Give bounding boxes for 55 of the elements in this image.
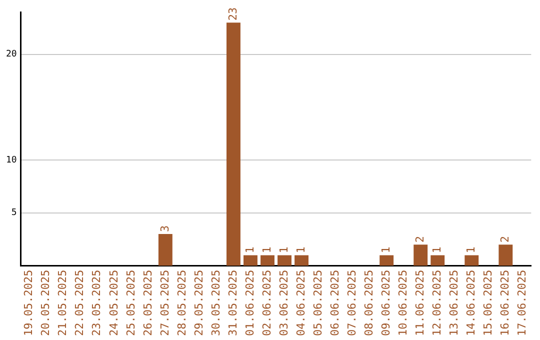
x-tick-label: 28.05.2025	[175, 270, 188, 336]
y-tick-label: 20	[6, 50, 17, 60]
x-tick-label: 03.06.2025	[277, 270, 290, 336]
x-tick-label: 02.06.2025	[260, 270, 274, 336]
bar	[380, 255, 394, 266]
x-tick-label: 31.05.2025	[226, 270, 240, 336]
data-label: 1	[260, 246, 274, 254]
bar	[244, 255, 258, 266]
bar	[294, 255, 308, 266]
x-tick-label: 20.05.2025	[39, 270, 52, 336]
bar	[260, 255, 274, 266]
bar	[498, 244, 513, 266]
x-tick-label: 21.05.2025	[56, 270, 70, 336]
data-label: 23	[226, 7, 240, 21]
data-label: 3	[158, 225, 172, 232]
bar	[226, 22, 240, 266]
data-label: 2	[413, 236, 426, 243]
x-tick-label: 24.05.2025	[107, 270, 120, 336]
x-tick-label: 22.05.2025	[73, 270, 86, 336]
x-tick-label: 23.05.2025	[90, 270, 104, 336]
x-tick-label: 01.06.2025	[243, 270, 256, 336]
bar	[430, 255, 445, 266]
y-tick-label: 5	[11, 208, 17, 218]
x-tick-label: 30.05.2025	[209, 270, 222, 336]
data-label: 1	[294, 246, 308, 254]
x-tick-label: 12.06.2025	[430, 270, 444, 336]
bar	[464, 255, 479, 266]
x-tick-label: 25.05.2025	[124, 270, 138, 336]
data-label: 1	[277, 246, 290, 254]
x-tick-label: 19.05.2025	[22, 270, 36, 336]
data-label: 1	[243, 246, 256, 254]
x-tick-label: 13.06.2025	[447, 270, 460, 336]
data-label: 2	[498, 236, 512, 243]
x-tick-label: 14.06.2025	[464, 270, 478, 336]
data-label: 1	[464, 246, 478, 254]
x-tick-label: 06.06.2025	[328, 270, 342, 336]
x-tick-label: 10.06.2025	[396, 270, 410, 336]
x-tick-label: 07.06.2025	[345, 270, 358, 336]
bar	[414, 244, 428, 266]
x-tick-label: 16.06.2025	[498, 270, 512, 336]
y-tick-label: 10	[6, 155, 17, 166]
data-label: 1	[379, 246, 392, 254]
bar	[278, 255, 292, 266]
x-tick-label: 04.06.2025	[294, 270, 308, 336]
x-tick-label: 26.05.2025	[141, 270, 154, 336]
x-tick-label: 29.05.2025	[192, 270, 206, 336]
x-tick-label: 09.06.2025	[379, 270, 392, 336]
x-tick-label: 15.06.2025	[482, 270, 495, 336]
x-tick-label: 17.06.2025	[516, 270, 529, 336]
bar	[158, 234, 172, 266]
data-label: 1	[430, 246, 444, 254]
x-tick-label: 05.06.2025	[311, 270, 324, 336]
x-tick-label: 11.06.2025	[413, 270, 426, 336]
x-tick-label: 08.06.2025	[362, 270, 376, 336]
x-tick-label: 27.05.2025	[158, 270, 172, 336]
